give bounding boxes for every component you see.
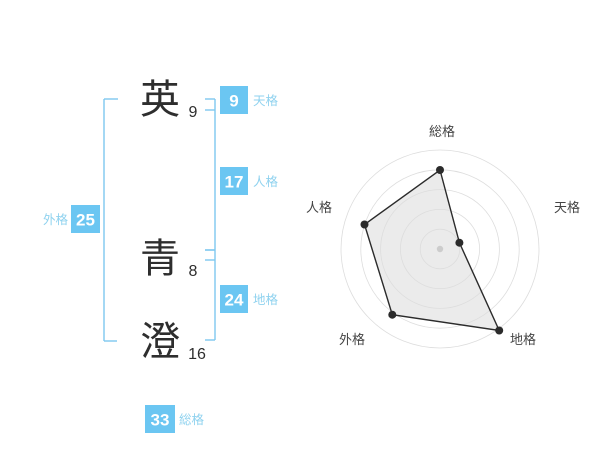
svg-text:33: 33 xyxy=(151,411,170,430)
svg-text:青: 青 xyxy=(140,237,180,281)
svg-text:8: 8 xyxy=(189,263,198,280)
svg-text:天格: 天格 xyxy=(554,200,580,215)
svg-text:人格: 人格 xyxy=(253,174,279,189)
svg-text:外格: 外格 xyxy=(339,332,365,347)
svg-text:外格: 外格 xyxy=(43,212,69,227)
svg-text:17: 17 xyxy=(225,173,244,192)
svg-text:天格: 天格 xyxy=(253,93,279,108)
svg-text:地格: 地格 xyxy=(510,332,536,347)
svg-text:総格: 総格 xyxy=(429,124,455,139)
svg-text:澄: 澄 xyxy=(140,320,180,364)
svg-text:9: 9 xyxy=(229,92,238,111)
svg-text:総格: 総格 xyxy=(179,412,205,427)
svg-text:9: 9 xyxy=(189,104,198,121)
svg-text:16: 16 xyxy=(188,346,206,363)
svg-text:英: 英 xyxy=(140,78,180,122)
svg-text:人格: 人格 xyxy=(306,200,332,215)
svg-text:24: 24 xyxy=(225,291,244,310)
svg-text:25: 25 xyxy=(76,211,95,230)
svg-text:地格: 地格 xyxy=(253,292,279,307)
